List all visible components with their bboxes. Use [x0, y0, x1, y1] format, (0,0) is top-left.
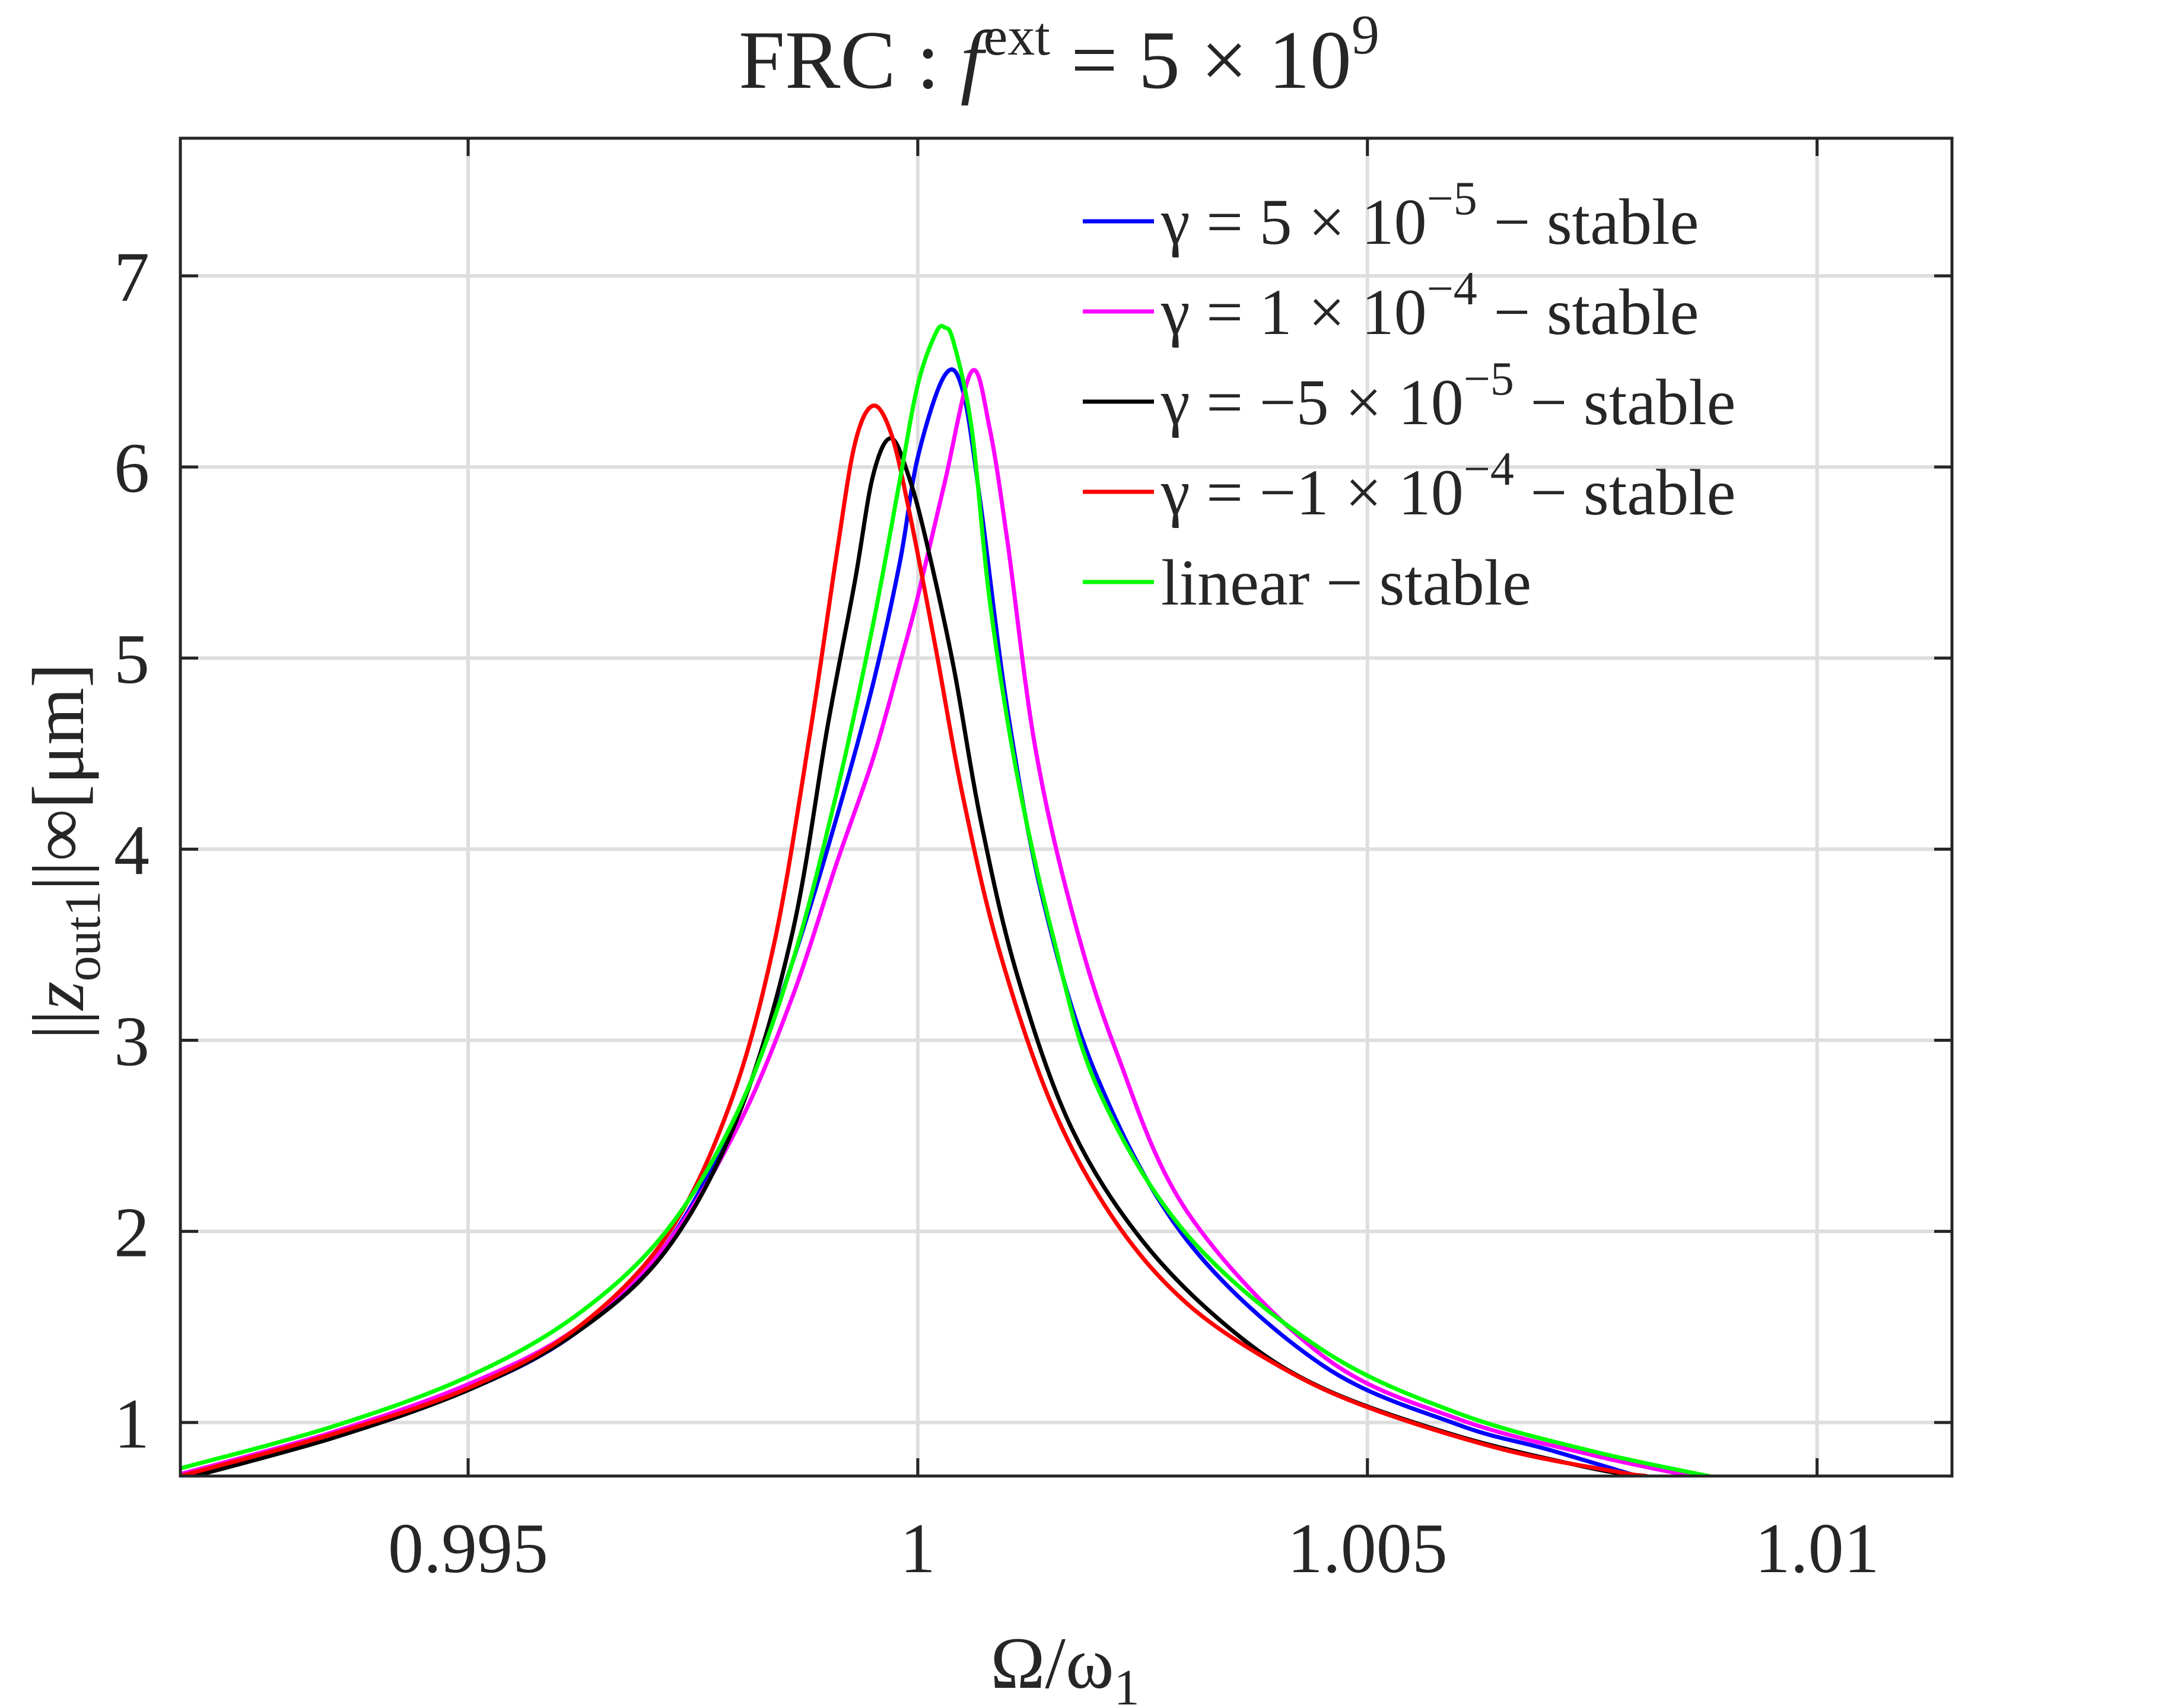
y-axis-label-var: z [18, 981, 99, 1011]
y-axis-label-sub: out1 [54, 890, 111, 981]
y-tick-label: 2 [114, 1193, 150, 1272]
series-line-2 [180, 368, 1693, 1476]
x-tick-label: 0.995 [388, 1509, 548, 1588]
axis-ticks: 0.995 1 1.005 1.01 1 2 3 4 5 6 7 [114, 138, 1952, 1588]
legend-entry-1: γ = 5 × 10−5 − stable [1083, 173, 1699, 258]
title-exp: 9 [1352, 4, 1379, 66]
legend-entry-5: linear − stable [1083, 546, 1531, 619]
x-axis-label-sub: 1 [1114, 1659, 1140, 1708]
legend-label-exp: −4 [1464, 443, 1514, 495]
legend-label: linear − stable [1161, 546, 1531, 619]
chart-title: FRC : fext = 5 × 109 [739, 4, 1379, 106]
legend-entry-2: γ = 1 × 10−4 − stable [1083, 263, 1699, 348]
y-tick-label: 6 [114, 428, 150, 507]
legend-entry-4: γ = −1 × 10−4 − stable [1083, 443, 1735, 529]
y-axis-label: ||zout1||∞[μm] [18, 663, 111, 1039]
legend-label-status: − stable [1514, 366, 1736, 438]
y-tick-label: 1 [114, 1384, 150, 1463]
title-main: FRC : [739, 14, 961, 106]
series-line-1 [180, 367, 1639, 1476]
y-tick-label: 4 [114, 810, 150, 889]
x-tick-label: 1.005 [1287, 1509, 1448, 1588]
plot-series [180, 324, 1719, 1476]
legend-label-main: γ = −1 × 10 [1161, 456, 1464, 529]
series-line-5 [180, 324, 1719, 1476]
legend-label-main: γ = 1 × 10 [1161, 276, 1427, 348]
legend-label: γ = 1 × 10−4 − stable [1161, 263, 1699, 348]
series-line-3 [186, 436, 1649, 1476]
legend-label-main: linear [1161, 546, 1309, 619]
legend-label: γ = 5 × 10−5 − stable [1161, 173, 1699, 258]
title-sup: ext [984, 6, 1051, 66]
legend-label-main: γ = −5 × 10 [1161, 366, 1464, 438]
grid-lines [180, 138, 1952, 1476]
x-tick-label: 1 [900, 1509, 936, 1588]
legend-label-exp: −5 [1427, 173, 1477, 225]
x-axis-label-main: Ω/ω [990, 1623, 1114, 1704]
legend-label-status: − stable [1477, 186, 1699, 258]
y-axis-label-pre: || [18, 1010, 99, 1040]
y-tick-label: 3 [114, 1002, 150, 1081]
x-tick-label: 1.01 [1755, 1509, 1880, 1588]
legend-label-status: − stable [1514, 456, 1736, 529]
title-rhs: = 5 × 10 [1050, 14, 1352, 106]
legend-label-exp: −4 [1427, 263, 1477, 315]
y-axis-label-post: ||∞[μm] [18, 663, 99, 891]
legend-label: γ = −1 × 10−4 − stable [1161, 443, 1735, 529]
legend-label-main: γ = 5 × 10 [1161, 186, 1427, 258]
legend-label-exp: −5 [1464, 353, 1514, 405]
series-line-4 [180, 403, 1649, 1476]
legend-label: γ = −5 × 10−5 − stable [1161, 353, 1735, 438]
legend-label-status: − stable [1477, 276, 1699, 348]
axes-box [179, 136, 1954, 1478]
y-tick-label: 7 [114, 237, 150, 316]
y-tick-label: 5 [114, 619, 150, 698]
legend-label-status: − stable [1309, 546, 1531, 619]
legend-entry-3: γ = −5 × 10−5 − stable [1083, 353, 1735, 438]
x-axis-label: Ω/ω1 [990, 1623, 1139, 1708]
